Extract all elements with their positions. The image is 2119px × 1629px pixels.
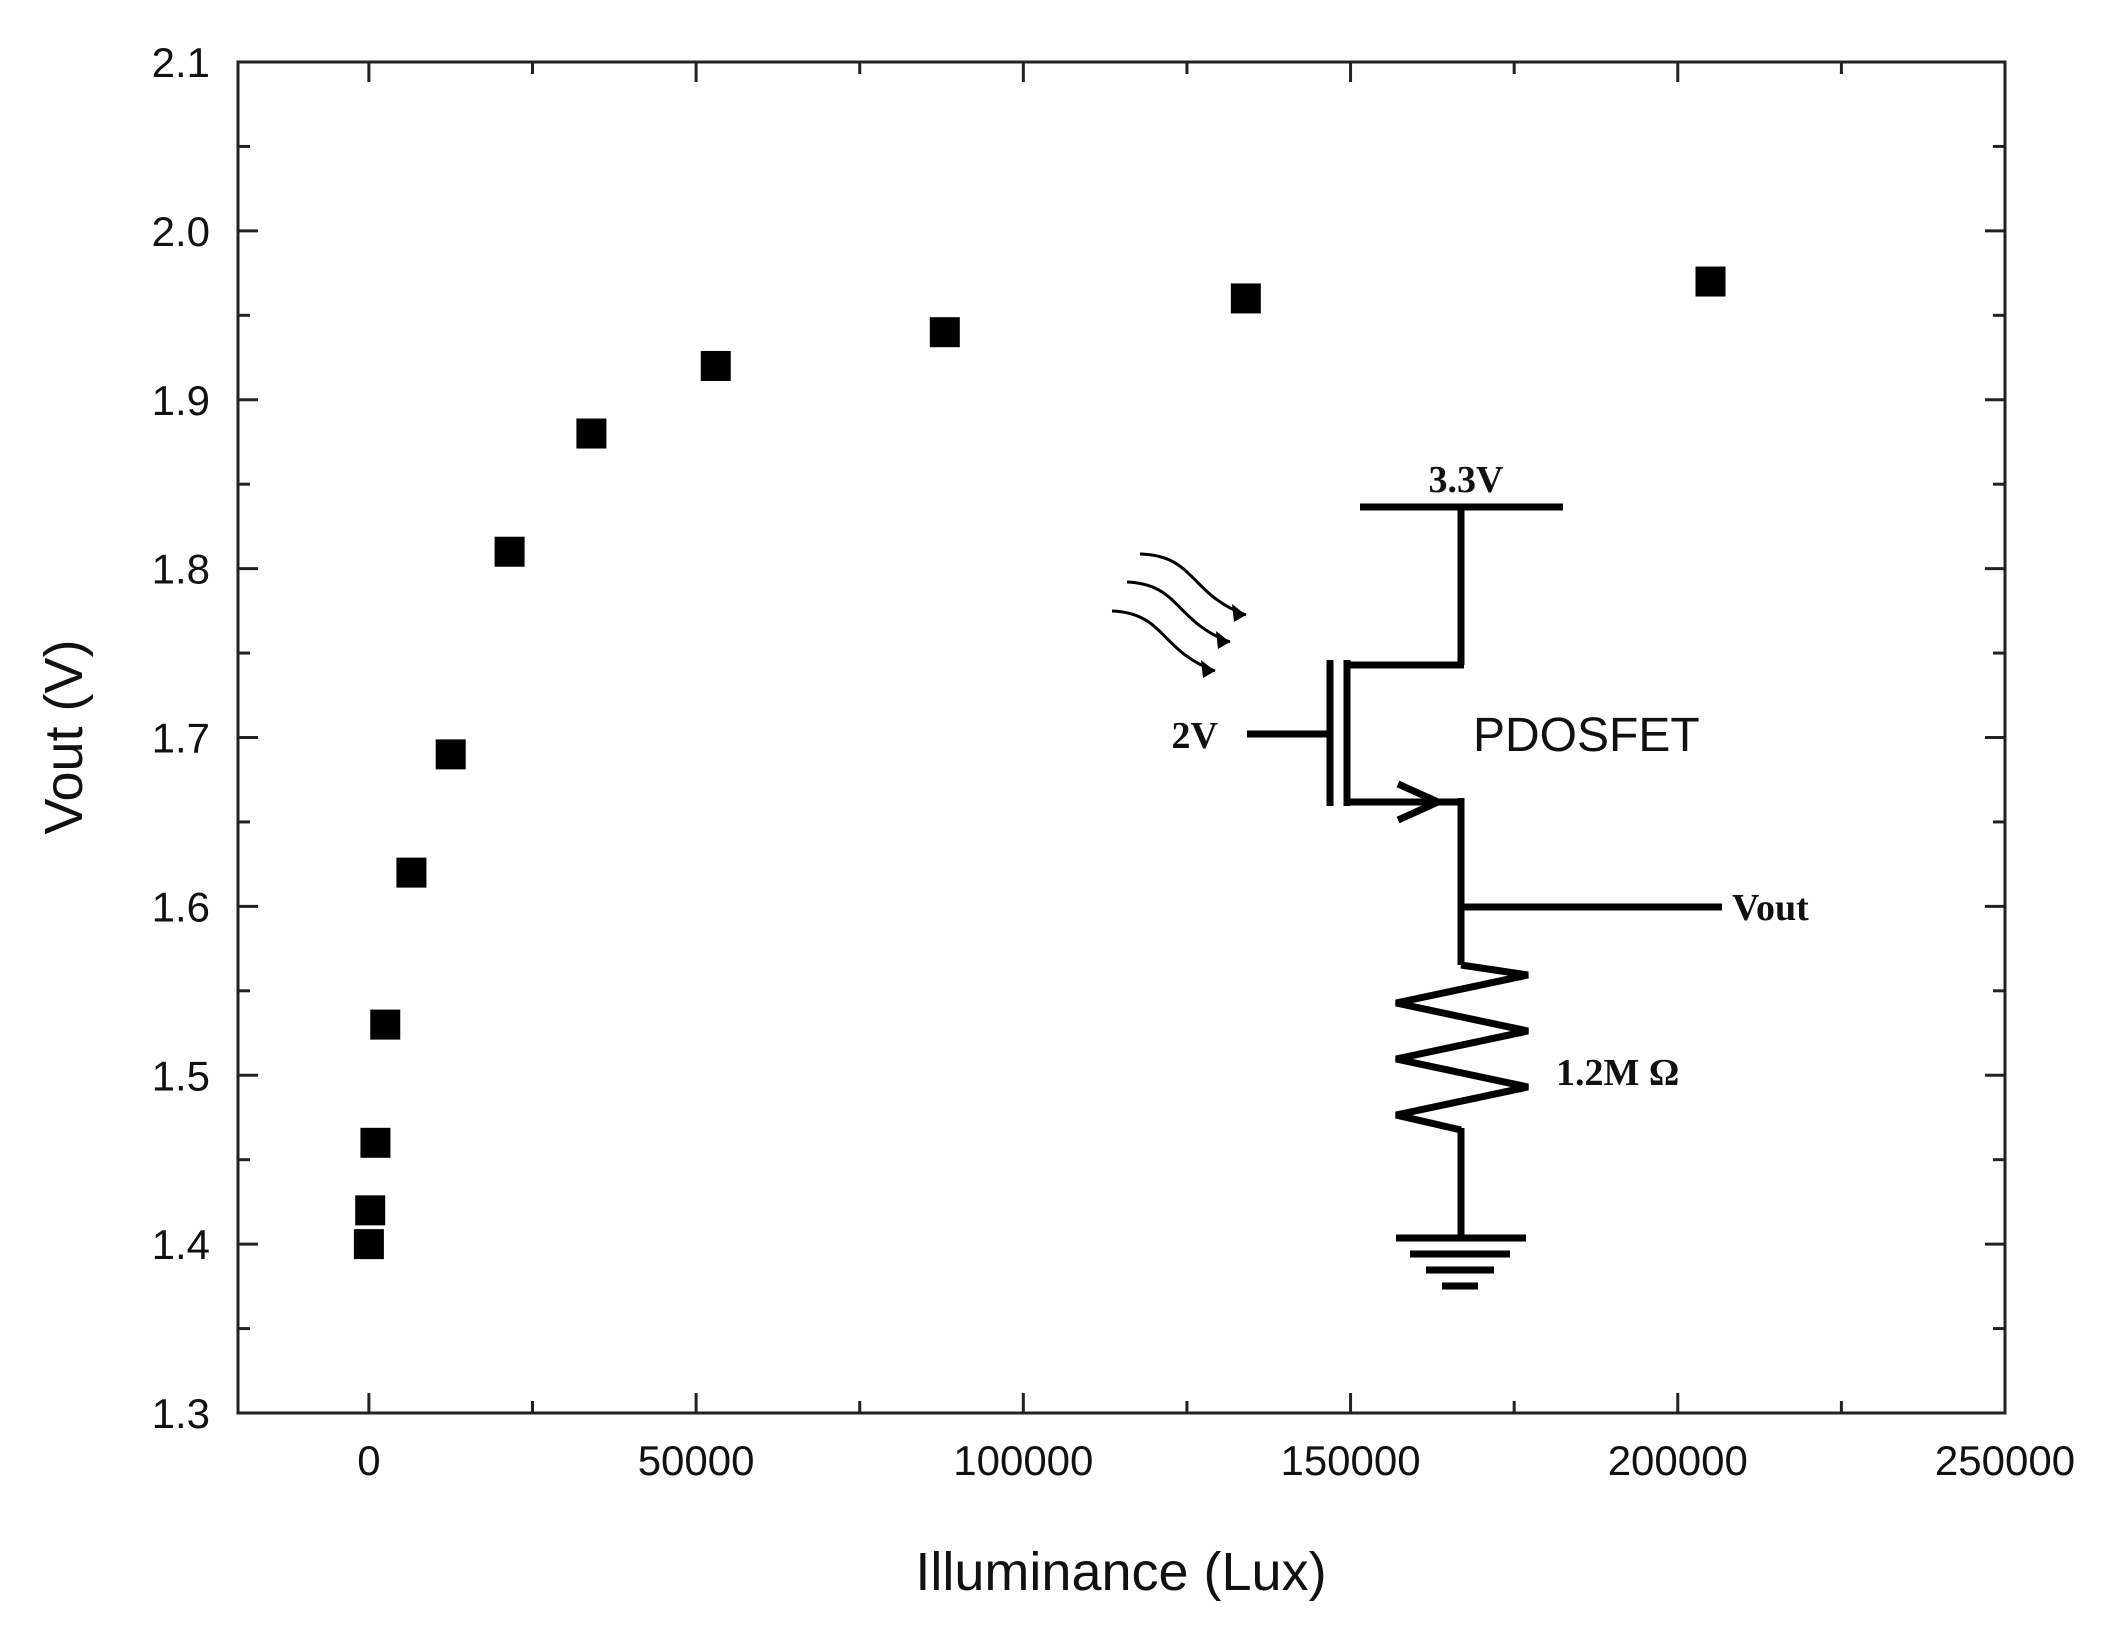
data-markers xyxy=(353,266,1726,1260)
y-axis-ticks: 1.3 1.4 1.5 1.6 1.7 1.8 1.9 2.0 2.1 xyxy=(152,39,2005,1437)
data-point xyxy=(396,857,427,888)
output-label: Vout xyxy=(1732,887,1809,929)
ground-icon xyxy=(1396,1234,1526,1290)
y-tick-label: 1.4 xyxy=(152,1221,210,1268)
light-rays-icon xyxy=(1111,552,1247,678)
data-point xyxy=(494,536,525,567)
x-axis-title: Illuminance (Lux) xyxy=(915,1542,1326,1602)
data-point xyxy=(576,418,607,449)
gate-label: 2V xyxy=(1172,715,1219,757)
transistor-title: PDOSFET xyxy=(1473,709,1700,762)
y-tick-label: 2.1 xyxy=(152,39,210,86)
y-tick-label: 1.8 xyxy=(152,546,210,593)
y-tick-label: 1.6 xyxy=(152,883,210,930)
x-tick-label: 100000 xyxy=(953,1437,1093,1484)
data-point xyxy=(353,1229,384,1260)
x-axis-ticks: 0 50000 100000 150000 200000 250000 xyxy=(357,62,2075,1484)
x-tick-label: 0 xyxy=(357,1437,380,1484)
y-tick-label: 1.3 xyxy=(152,1390,210,1437)
data-point xyxy=(1230,283,1261,314)
y-tick-label: 1.7 xyxy=(152,715,210,762)
data-point xyxy=(435,739,466,770)
data-point xyxy=(1695,266,1726,297)
y-axis-title: Vout (V) xyxy=(34,639,94,834)
data-point xyxy=(370,1009,401,1040)
data-point xyxy=(355,1195,386,1226)
y-tick-label: 1.9 xyxy=(152,377,210,424)
x-tick-label: 250000 xyxy=(1935,1437,2075,1484)
data-point xyxy=(700,350,731,381)
x-tick-label: 50000 xyxy=(638,1437,755,1484)
x-tick-label: 200000 xyxy=(1608,1437,1748,1484)
resistor-icon xyxy=(1395,961,1529,1134)
y-tick-label: 2.0 xyxy=(152,208,210,255)
data-point xyxy=(360,1127,391,1158)
source-arrow-icon xyxy=(1396,780,1447,824)
circuit-inset: 3.3V 2V Vout 1.2M Ω xyxy=(1111,459,1809,1290)
supply-label: 3.3V xyxy=(1429,459,1505,501)
resistor-label: 1.2M Ω xyxy=(1556,1052,1679,1094)
data-point xyxy=(929,317,960,348)
y-tick-label: 1.5 xyxy=(152,1052,210,1099)
x-tick-label: 150000 xyxy=(1280,1437,1420,1484)
